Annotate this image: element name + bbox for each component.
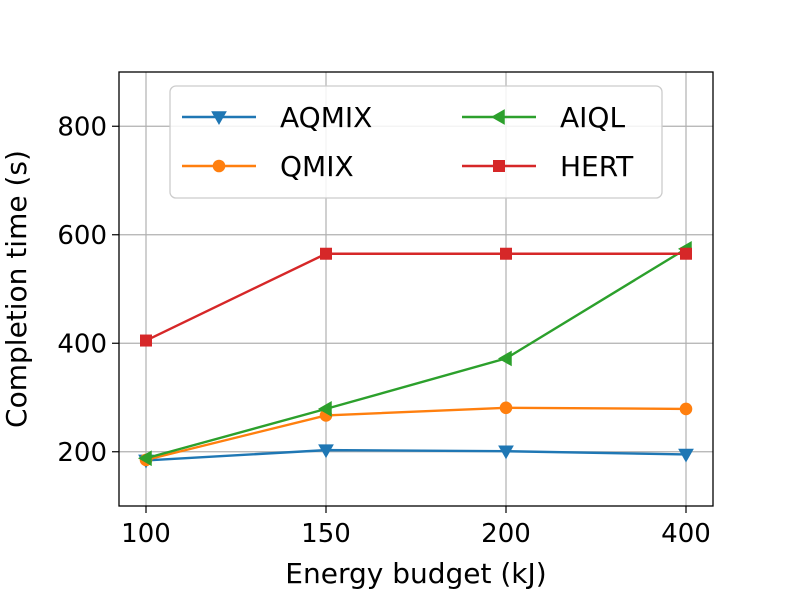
legend: AQMIX QMIX AIQL HERT	[169, 85, 663, 199]
data-point-aiql	[497, 350, 512, 367]
data-point-qmix	[499, 401, 513, 415]
x-tick-label: 150	[301, 519, 351, 549]
y-tick-label: 400	[57, 329, 107, 359]
y-tick-label: 600	[57, 221, 107, 251]
data-point-hert	[680, 247, 692, 260]
data-point-aiql	[137, 450, 152, 467]
legend-label-hert: HERT	[560, 150, 634, 183]
legend-marker-qmix	[212, 159, 226, 173]
ticks: 100 150 200 400 200 400 600 800	[57, 112, 710, 549]
legend-marker-aiql	[490, 109, 505, 125]
series-layer	[137, 240, 694, 469]
series-line-aqmix	[145, 448, 687, 462]
plot-frame	[118, 71, 714, 507]
x-tick-label: 400	[661, 519, 711, 549]
data-point-aqmix	[498, 445, 514, 460]
data-point-aqmix	[678, 448, 694, 463]
legend-item-hert: HERT	[462, 150, 634, 183]
legend-marker-aqmix	[211, 111, 227, 126]
series-qmix	[139, 401, 693, 467]
legend-label-qmix: QMIX	[280, 150, 354, 183]
data-point-hert	[140, 334, 152, 347]
legend-label-aqmix: AQMIX	[280, 101, 372, 134]
legend-marker-hert	[493, 160, 505, 172]
data-point-aiql	[317, 401, 332, 417]
x-axis-label: Energy budget (kJ)	[285, 557, 546, 590]
y-tick-label: 200	[57, 438, 107, 468]
series-line-aiql	[145, 247, 687, 460]
x-tick-label: 200	[481, 519, 531, 549]
data-point-hert	[320, 247, 332, 260]
series-hert	[140, 247, 692, 347]
y-tick-label: 800	[57, 112, 107, 142]
legend-label-aiql: AIQL	[560, 101, 625, 134]
legend-item-aqmix: AQMIX	[182, 101, 372, 134]
series-line-qmix	[145, 406, 687, 462]
data-point-hert	[500, 247, 512, 260]
legend-item-aiql: AIQL	[462, 101, 625, 134]
data-point-qmix	[679, 402, 693, 416]
data-point-aqmix	[318, 444, 334, 459]
series-line-hert	[145, 252, 686, 342]
legend-item-qmix: QMIX	[182, 150, 354, 183]
x-tick-label: 100	[121, 519, 171, 549]
y-axis-label: Completion time (s)	[0, 150, 33, 428]
legend-box	[169, 85, 663, 199]
